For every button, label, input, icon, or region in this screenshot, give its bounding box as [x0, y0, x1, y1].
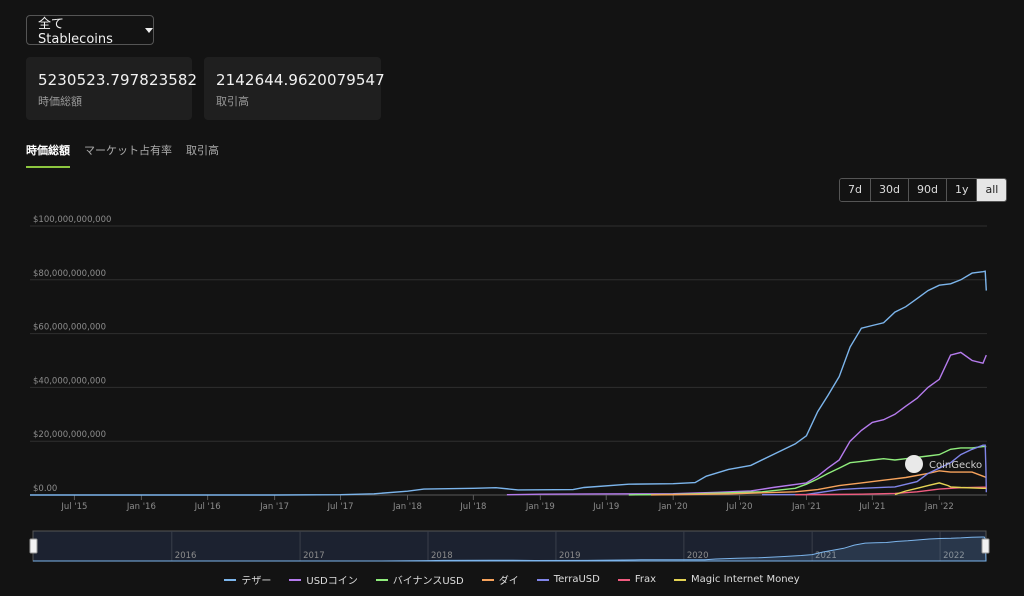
- navigator-tick-label: 2019: [559, 551, 581, 561]
- navigator-tick-label: 2022: [943, 551, 965, 561]
- legend-swatch: [674, 578, 687, 581]
- series-line: [894, 482, 987, 496]
- legend-swatch: [536, 578, 549, 581]
- caret-down-icon: [145, 27, 153, 33]
- tab-market-cap[interactable]: 時価総額: [26, 142, 70, 168]
- market-cap-label: 時価総額: [38, 95, 82, 108]
- navigator-tick-label: 2020: [687, 551, 709, 561]
- x-tick-label: Jul '20: [725, 502, 752, 512]
- legend-label: テザー: [241, 576, 272, 587]
- y-tick-label: $40,000,000,000: [33, 376, 106, 386]
- legend-label: TerraUSD: [553, 574, 600, 585]
- x-tick-label: Jan '22: [924, 502, 954, 512]
- x-tick-label: Jan '18: [392, 502, 422, 512]
- watermark-text: CoinGecko: [929, 460, 982, 471]
- legend-label: Frax: [634, 574, 657, 585]
- x-tick-label: Jul '18: [459, 502, 486, 512]
- legend-item[interactable]: USDコイン: [289, 572, 358, 587]
- navigator-right-handle[interactable]: [981, 538, 990, 554]
- legend-item[interactable]: バイナンスUSD: [375, 572, 464, 587]
- range-1y-button[interactable]: 1y: [946, 179, 978, 201]
- y-tick-label: $100,000,000,000: [33, 215, 111, 225]
- series-line: [30, 270, 987, 496]
- range-30d-button[interactable]: 30d: [870, 179, 909, 201]
- legend-swatch: [289, 578, 302, 581]
- range-selector: 7d 30d 90d 1y all: [839, 178, 1008, 202]
- legend-label: バイナンスUSD: [392, 576, 464, 587]
- range-all-button[interactable]: all: [977, 179, 1007, 201]
- range-90d-button[interactable]: 90d: [908, 179, 947, 201]
- dropdown-label: 全て Stablecoins: [38, 17, 113, 47]
- y-tick-label: $60,000,000,000: [33, 323, 106, 333]
- x-tick-label: Jul '21: [858, 502, 885, 512]
- navigator-series: [33, 536, 987, 562]
- series-line: [761, 444, 987, 496]
- series-line: [628, 445, 987, 496]
- y-tick-label: $80,000,000,000: [33, 269, 106, 279]
- x-tick-label: Jan '20: [658, 502, 688, 512]
- x-tick-label: Jan '17: [259, 502, 289, 512]
- legend-swatch: [375, 578, 388, 581]
- x-tick-label: Jan '19: [525, 502, 555, 512]
- legend-label: ダイ: [498, 576, 519, 587]
- legend-swatch: [481, 578, 494, 581]
- navigator-tick-label: 2018: [431, 551, 453, 561]
- legend-swatch: [617, 578, 630, 581]
- x-tick-label: Jan '21: [791, 502, 821, 512]
- market-cap-card: 5230523.797823582 時価総額: [26, 57, 198, 120]
- tab-market-share[interactable]: マーケット占有率: [84, 144, 172, 157]
- legend-item[interactable]: Frax: [617, 572, 657, 587]
- series-line: [650, 470, 987, 496]
- legend-item[interactable]: Magic Internet Money: [674, 572, 800, 587]
- series-line: [506, 351, 987, 496]
- x-tick-label: Jul '17: [326, 502, 353, 512]
- volume-label: 取引高: [216, 95, 249, 108]
- legend-label: USDコイン: [306, 576, 358, 587]
- legend-item[interactable]: ダイ: [481, 572, 519, 587]
- x-tick-label: Jul '15: [60, 502, 87, 512]
- market-cap-value: 5230523.797823582: [38, 71, 198, 89]
- legend-item[interactable]: TerraUSD: [536, 572, 600, 587]
- navigator-tick-label: 2021: [815, 551, 837, 561]
- y-tick-label: $20,000,000,000: [33, 430, 106, 440]
- chart-legend: テザー USDコイン バイナンスUSD ダイ TerraUSD Frax Magic Int…: [0, 572, 1024, 587]
- coin-category-dropdown[interactable]: 全て Stablecoins: [26, 15, 154, 47]
- volume-value: 2142644.9620079547: [216, 71, 385, 89]
- x-tick-label: Jul '16: [194, 502, 221, 512]
- coingecko-logo-icon: [905, 455, 923, 473]
- volume-card: 2142644.9620079547 取引高: [204, 57, 385, 120]
- legend-swatch: [224, 578, 237, 581]
- tab-volume[interactable]: 取引高: [186, 144, 219, 157]
- navigator-left-handle[interactable]: [29, 538, 38, 554]
- navigator-tick-label: 2016: [175, 551, 197, 561]
- legend-label: Magic Internet Money: [691, 574, 800, 585]
- range-7d-button[interactable]: 7d: [840, 179, 871, 201]
- legend-item[interactable]: テザー: [224, 572, 271, 587]
- x-tick-label: Jul '19: [592, 502, 619, 512]
- navigator-tick-label: 2017: [303, 551, 325, 561]
- chart-tabs: 時価総額 マーケット占有率 取引高: [26, 142, 233, 168]
- y-tick-label: $0.00: [33, 484, 57, 494]
- x-tick-label: Jan '16: [126, 502, 156, 512]
